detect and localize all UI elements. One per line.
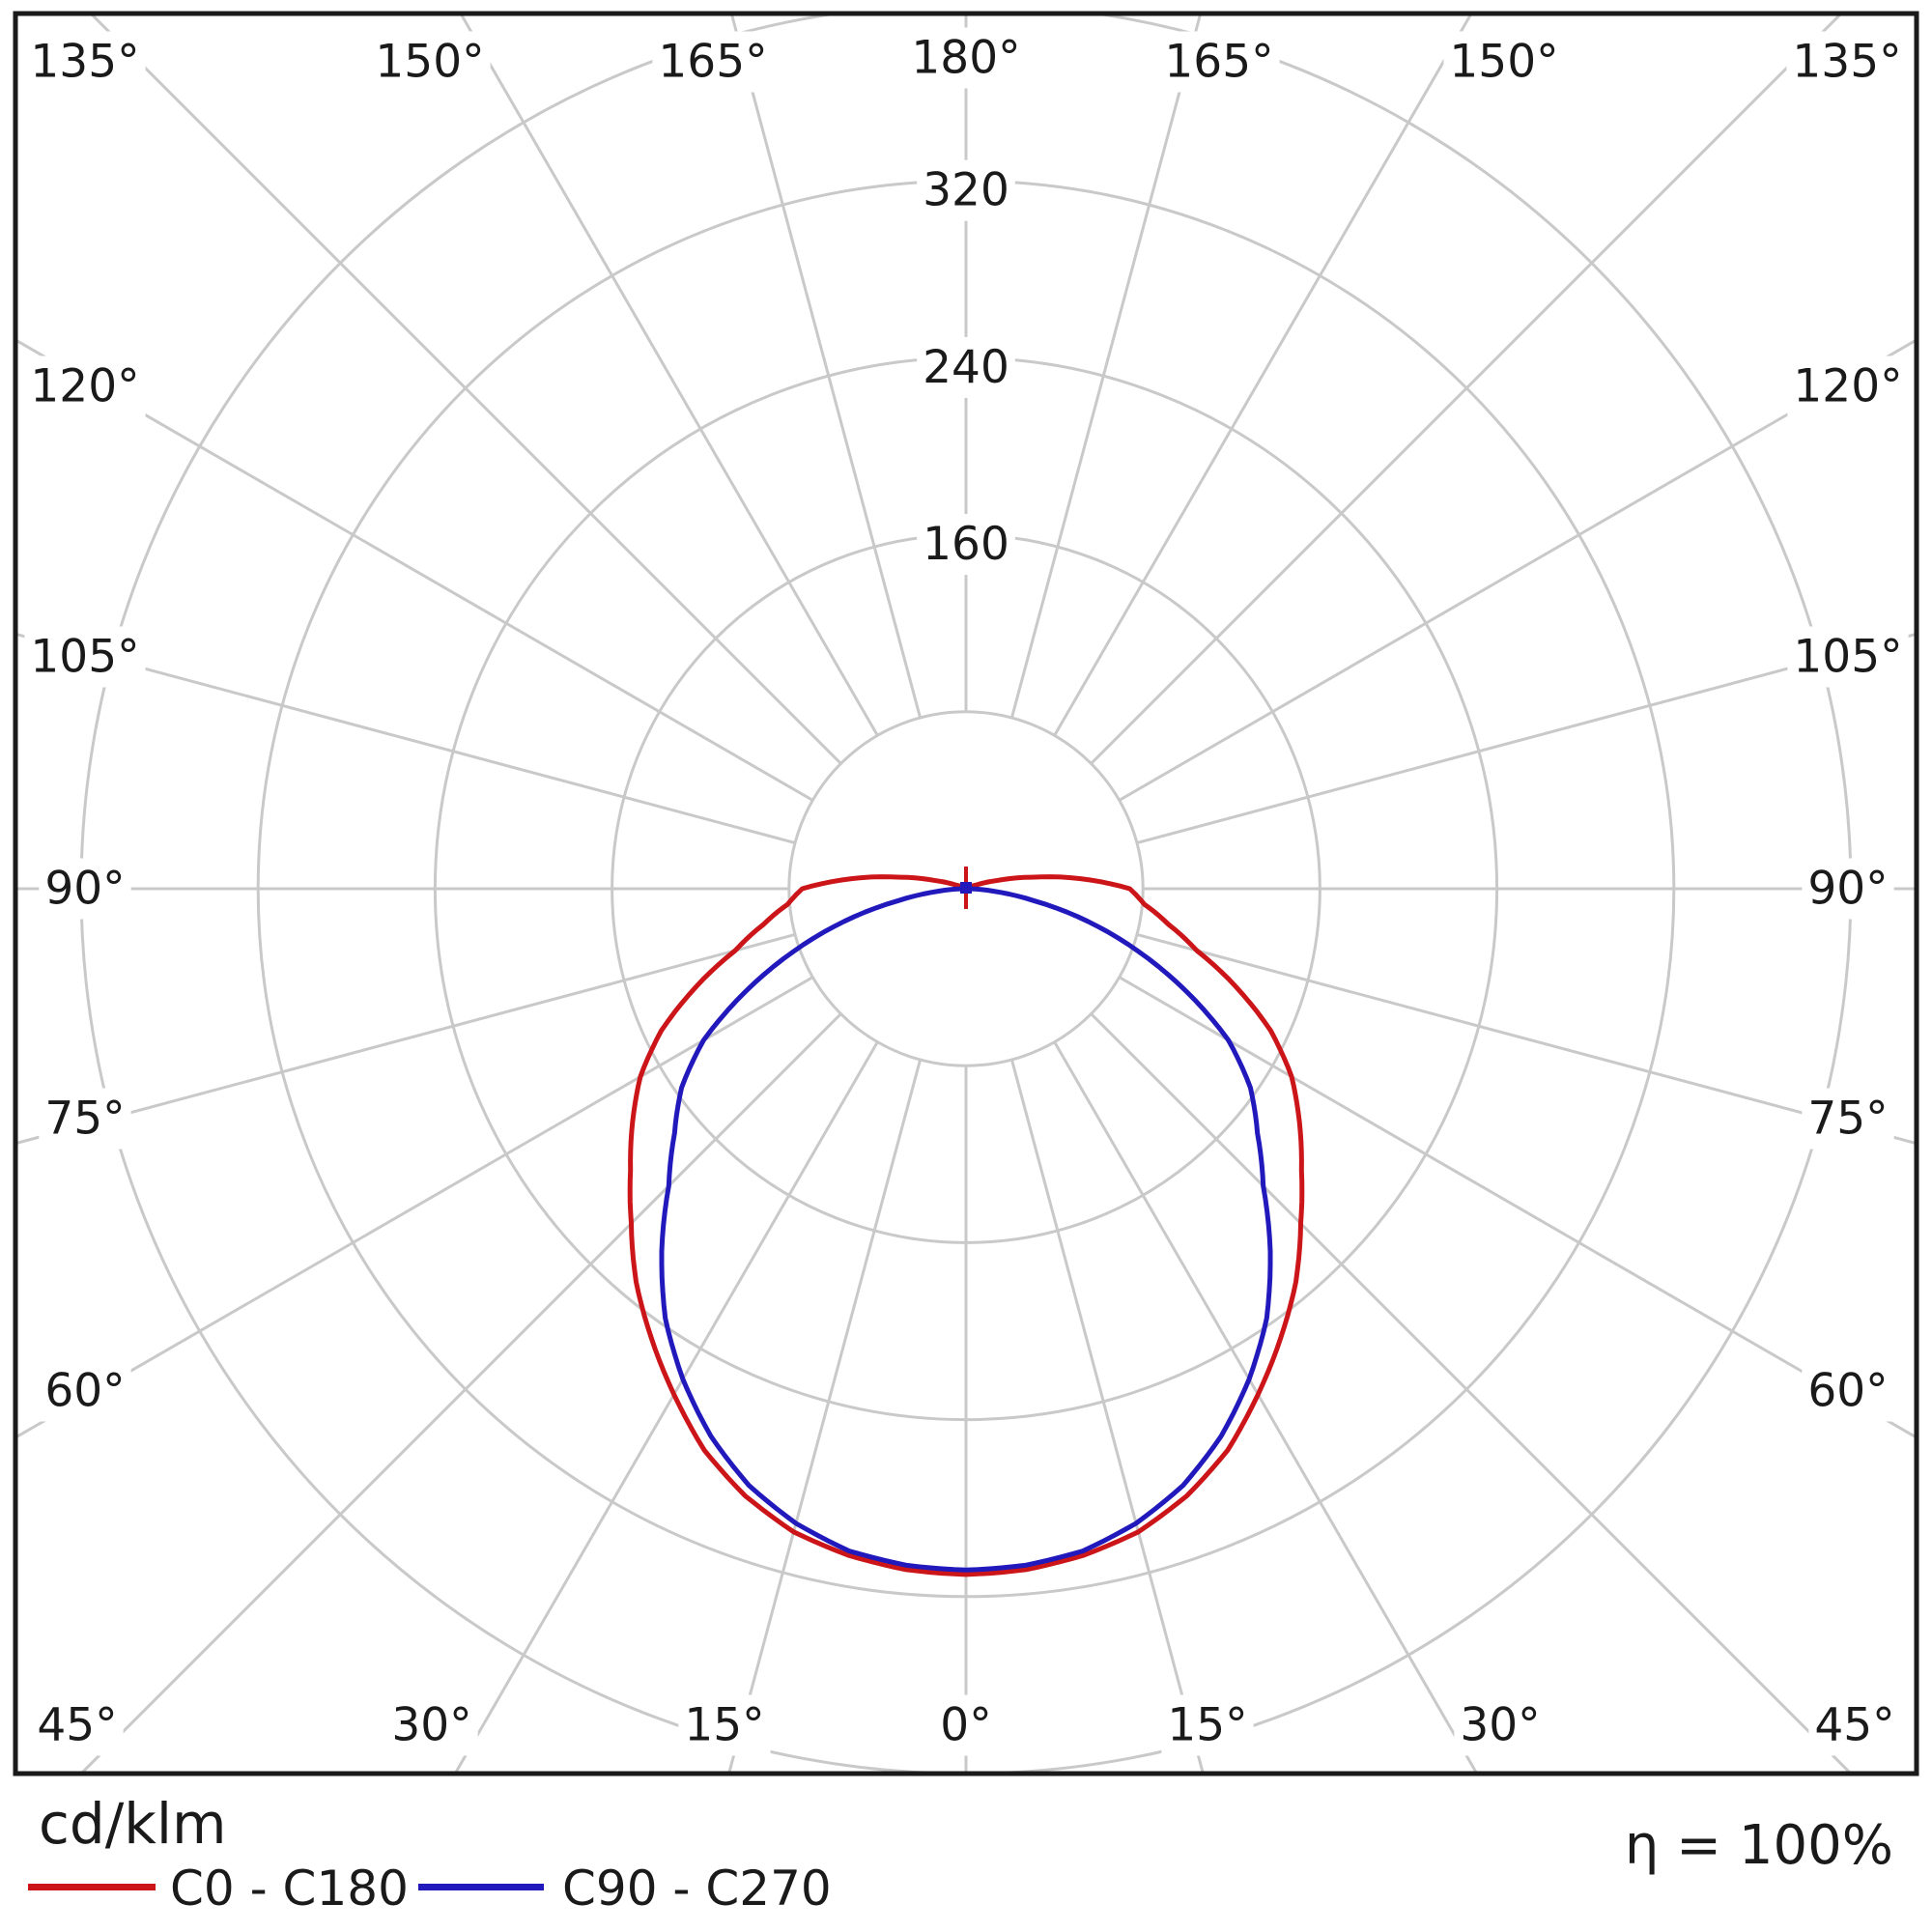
angle-label-150-left-bg [369, 31, 491, 93]
units-label: cd/klm [39, 1791, 227, 1857]
series-curve-1-C90-C270 [659, 886, 1273, 1573]
angle-spoke-255 [15, 632, 796, 845]
angle-spoke-285 [15, 932, 796, 1146]
angle-spoke-30 [1053, 1040, 1479, 1774]
angle-label-15-left: 15° [684, 1699, 764, 1752]
angle-label-165-right-bg [1158, 31, 1280, 93]
angle-label-30-right: 30° [1460, 1699, 1540, 1752]
plot-frame [13, 11, 1919, 1776]
series-curve-0-C0-C180 [627, 874, 1305, 1577]
angle-spoke-240 [15, 338, 814, 802]
angle-label-60-left: 60° [44, 1365, 125, 1418]
angle-label-105-right-bg [1787, 626, 1909, 688]
angle-label-120-left-bg [24, 355, 146, 417]
angle-label-135-right-bg [1786, 31, 1908, 93]
angle-label-180-left-bg [905, 27, 1027, 89]
angle-label-75-left: 75° [44, 1093, 125, 1146]
angle-label-0-left: 0° [940, 1699, 991, 1752]
angle-label-150-right: 150° [1449, 36, 1558, 89]
angle-label-180-left: 180° [911, 32, 1020, 85]
angle-spoke-150 [1053, 14, 1473, 737]
legend-line-c0-c180 [28, 1884, 156, 1890]
angle-label-90-left-bg [39, 858, 131, 920]
angle-label-90-right-bg [1802, 858, 1894, 920]
angle-spoke-210 [459, 14, 879, 737]
angle-label-15-left-bg [678, 1694, 771, 1756]
angle-label-105-right: 105° [1793, 631, 1902, 684]
efficiency-label: η = 100% [1624, 1814, 1893, 1877]
legend-label-c0-c180: C0 - C180 [170, 1861, 409, 1917]
angle-spoke-105 [1136, 632, 1917, 845]
angle-spoke-120 [1118, 338, 1917, 802]
radial-label-320-bg [917, 159, 1015, 221]
angle-label-165-left-bg [652, 31, 774, 93]
radial-label-160-bg [917, 514, 1015, 576]
angle-spoke-60 [1118, 976, 1917, 1439]
radial-label-240-bg [917, 336, 1015, 398]
angle-label-75-right: 75° [1807, 1093, 1888, 1146]
angle-label-135-right: 135° [1792, 36, 1901, 89]
angle-label-75-left-bg [39, 1088, 131, 1150]
angle-spoke-165 [1009, 14, 1203, 719]
angle-label-90-right: 90° [1807, 863, 1888, 916]
angle-label-60-left-bg [39, 1360, 131, 1422]
angle-label-45-right: 45° [1814, 1699, 1894, 1752]
center-node-blue [960, 882, 972, 894]
angle-label-105-left-bg [24, 626, 146, 688]
angle-label-75-right-bg [1802, 1088, 1894, 1150]
angle-label-165-right: 165° [1164, 36, 1273, 89]
legend-line-c90-c270 [418, 1884, 544, 1890]
angle-label-120-right: 120° [1793, 360, 1902, 413]
angle-spoke-345 [727, 1059, 923, 1774]
angle-label-45-left-bg [31, 1694, 124, 1756]
angle-spoke-45 [1090, 1012, 1854, 1774]
angle-spoke-15 [1009, 1059, 1205, 1774]
angle-label-0-left-bg [934, 1694, 998, 1756]
angle-label-30-right-bg [1454, 1694, 1547, 1756]
angle-label-60-right-bg [1802, 1360, 1894, 1422]
angle-label-30-left-bg [385, 1694, 478, 1756]
angle-label-120-right-bg [1787, 355, 1909, 417]
angle-label-135-left-bg [24, 31, 146, 93]
angle-label-165-left: 165° [658, 36, 767, 89]
angle-label-105-left: 105° [30, 631, 139, 684]
angle-label-150-right-bg [1443, 31, 1565, 93]
angle-label-135-left: 135° [30, 36, 139, 89]
angle-label-30-left: 30° [391, 1699, 471, 1752]
angle-label-120-left: 120° [30, 360, 139, 413]
angle-spoke-75 [1136, 932, 1917, 1146]
angle-label-90-left: 90° [44, 863, 125, 916]
angle-spoke-330 [453, 1040, 879, 1774]
angle-label-45-left: 45° [37, 1699, 117, 1752]
angle-label-15-right: 15° [1167, 1699, 1247, 1752]
angle-spoke-315 [78, 1012, 842, 1774]
radial-label-320: 320 [923, 164, 1009, 217]
radial-label-240: 240 [923, 341, 1009, 394]
angle-label-45-right-bg [1808, 1694, 1901, 1756]
legend-label-c90-c270: C90 - C270 [562, 1861, 832, 1917]
angle-label-150-left: 150° [375, 36, 484, 89]
angle-spoke-195 [729, 14, 923, 719]
angle-label-60-right: 60° [1807, 1365, 1888, 1418]
angle-spoke-300 [15, 976, 814, 1439]
radial-label-160: 160 [923, 518, 1009, 571]
angle-label-15-right-bg [1161, 1694, 1254, 1756]
